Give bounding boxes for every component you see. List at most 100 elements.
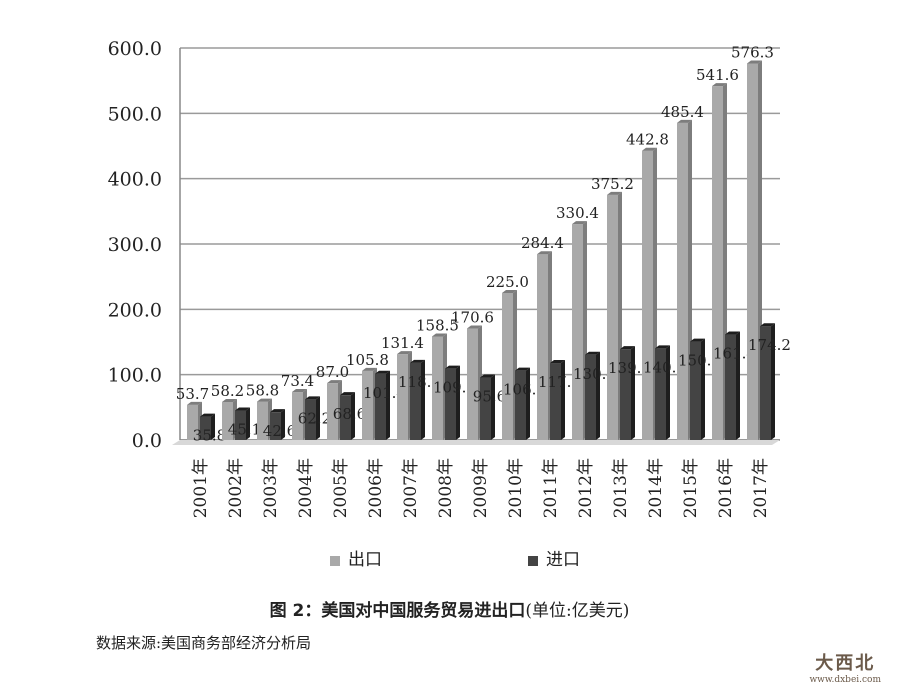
bar-export-top [327, 380, 342, 384]
data-label-import: 130.4 [573, 365, 616, 383]
bar-import-top [550, 360, 565, 364]
bar-export [537, 254, 548, 440]
bar-chart: 0.0 100.0 200.0 300.0 400.0 500.0 600.0 53.7 35.… [108, 38, 791, 518]
data-label-export: 170.6 [451, 309, 494, 327]
bar-import [375, 373, 386, 440]
bar-import-top [585, 351, 600, 355]
x-tick-label: 2009年 [471, 458, 491, 518]
bar-import [620, 349, 631, 440]
x-tick-label: 2015年 [681, 458, 701, 518]
bar-import-side [456, 365, 460, 440]
data-label-import: 35.8 [193, 427, 226, 445]
bar-import-side [771, 323, 775, 440]
x-tick-label: 2014年 [646, 458, 666, 518]
bar-import [690, 341, 701, 440]
bar-import-side [561, 360, 565, 440]
x-tick-label: 2011年 [541, 458, 561, 518]
bar-import [585, 354, 596, 440]
caption-title: 图 2：美国对中国服务贸易进出口 [269, 601, 526, 621]
data-label-import: 174.2 [748, 336, 791, 354]
bar-import-top [270, 409, 285, 413]
bar-import-side [736, 331, 740, 440]
bar-export [502, 293, 513, 440]
bar-import-side [666, 345, 670, 440]
bar-import [655, 348, 666, 440]
legend-item-export: 出口 [330, 545, 382, 570]
bar-import-top [375, 370, 390, 374]
data-label-export: 87.0 [316, 363, 349, 381]
bar-import-side [351, 392, 355, 440]
bar-export-top [432, 333, 447, 337]
bar-import [340, 395, 351, 440]
bar-export [292, 392, 303, 440]
bar-import-top [445, 365, 460, 369]
x-tick-label: 2004年 [296, 458, 316, 518]
data-label-export: 53.7 [176, 385, 209, 403]
legend-swatch-export [330, 555, 340, 566]
watermark-url: www.dxbei.com [809, 675, 881, 685]
data-label-import: 118.0 [398, 373, 441, 391]
data-label-export: 131.4 [381, 334, 424, 352]
data-label-import: 95.6 [473, 388, 506, 406]
bar-import [270, 412, 281, 440]
x-tick-label: 2016年 [716, 458, 736, 518]
bar-export [327, 383, 338, 440]
x-tick-label: 2003年 [261, 458, 281, 518]
x-tick-label: 2007年 [401, 458, 421, 518]
data-label-import: 106.1 [503, 381, 546, 399]
bar-import-top [480, 374, 495, 378]
bar-import [235, 410, 246, 440]
bar-import [410, 362, 421, 440]
bar-import-top [760, 323, 775, 327]
bar-export-top [397, 351, 412, 355]
bar-export [607, 194, 618, 440]
chart-floor [172, 440, 780, 445]
data-label-export: 576.3 [731, 43, 774, 61]
bar-export [222, 401, 233, 440]
y-tick-label: 100.0 [108, 365, 162, 387]
bar-import-side [421, 359, 425, 440]
bar-import [550, 363, 561, 440]
figure-caption: 图 2：美国对中国服务贸易进出口(单位:亿美元) [0, 596, 899, 621]
bar-export-top [677, 119, 692, 123]
bar-import-side [211, 413, 215, 440]
data-label-import: 62.2 [298, 409, 331, 427]
data-label-export: 225.0 [486, 273, 529, 291]
data-label-export: 485.4 [661, 103, 704, 121]
x-tick-label: 2001年 [191, 458, 211, 518]
data-label-import: 45.1 [228, 421, 261, 439]
y-tick-label: 400.0 [108, 169, 162, 191]
bar-export [187, 404, 198, 440]
data-label-import: 68.6 [333, 405, 366, 423]
x-tick-label: 2005年 [331, 458, 351, 518]
data-label-export: 330.4 [556, 204, 599, 222]
bar-import [515, 370, 526, 440]
data-label-import: 139.1 [608, 359, 651, 377]
y-tick-label: 200.0 [108, 299, 162, 321]
data-label-import: 101.4 [363, 384, 406, 402]
x-tick-label: 2006年 [366, 458, 386, 518]
bar-import-side [596, 351, 600, 440]
bar-export [432, 336, 443, 440]
bar-import-side [386, 370, 390, 440]
bar-export-top [712, 83, 727, 87]
y-tick-label: 0.0 [132, 430, 162, 452]
data-label-export: 442.8 [626, 131, 669, 149]
legend-item-import: 进口 [528, 545, 580, 570]
legend-swatch-import [528, 555, 538, 566]
bar-export [467, 328, 478, 440]
data-label-export: 158.5 [416, 316, 459, 334]
data-label-export: 375.2 [591, 175, 634, 193]
bar-import-top [725, 331, 740, 335]
bar-import-side [316, 396, 320, 440]
bar-export [362, 370, 373, 440]
watermark-logo: 大西北 www.dxbei.com [809, 649, 881, 685]
data-label-import: 150.6 [678, 352, 721, 370]
bar-export [257, 401, 268, 440]
y-tick-label: 600.0 [108, 38, 162, 60]
data-label-import: 117.8 [538, 373, 581, 391]
bar-import-top [305, 396, 320, 400]
bar-import-top [235, 407, 250, 411]
data-label-export: 105.8 [346, 351, 389, 369]
bar-import-top [620, 346, 635, 350]
